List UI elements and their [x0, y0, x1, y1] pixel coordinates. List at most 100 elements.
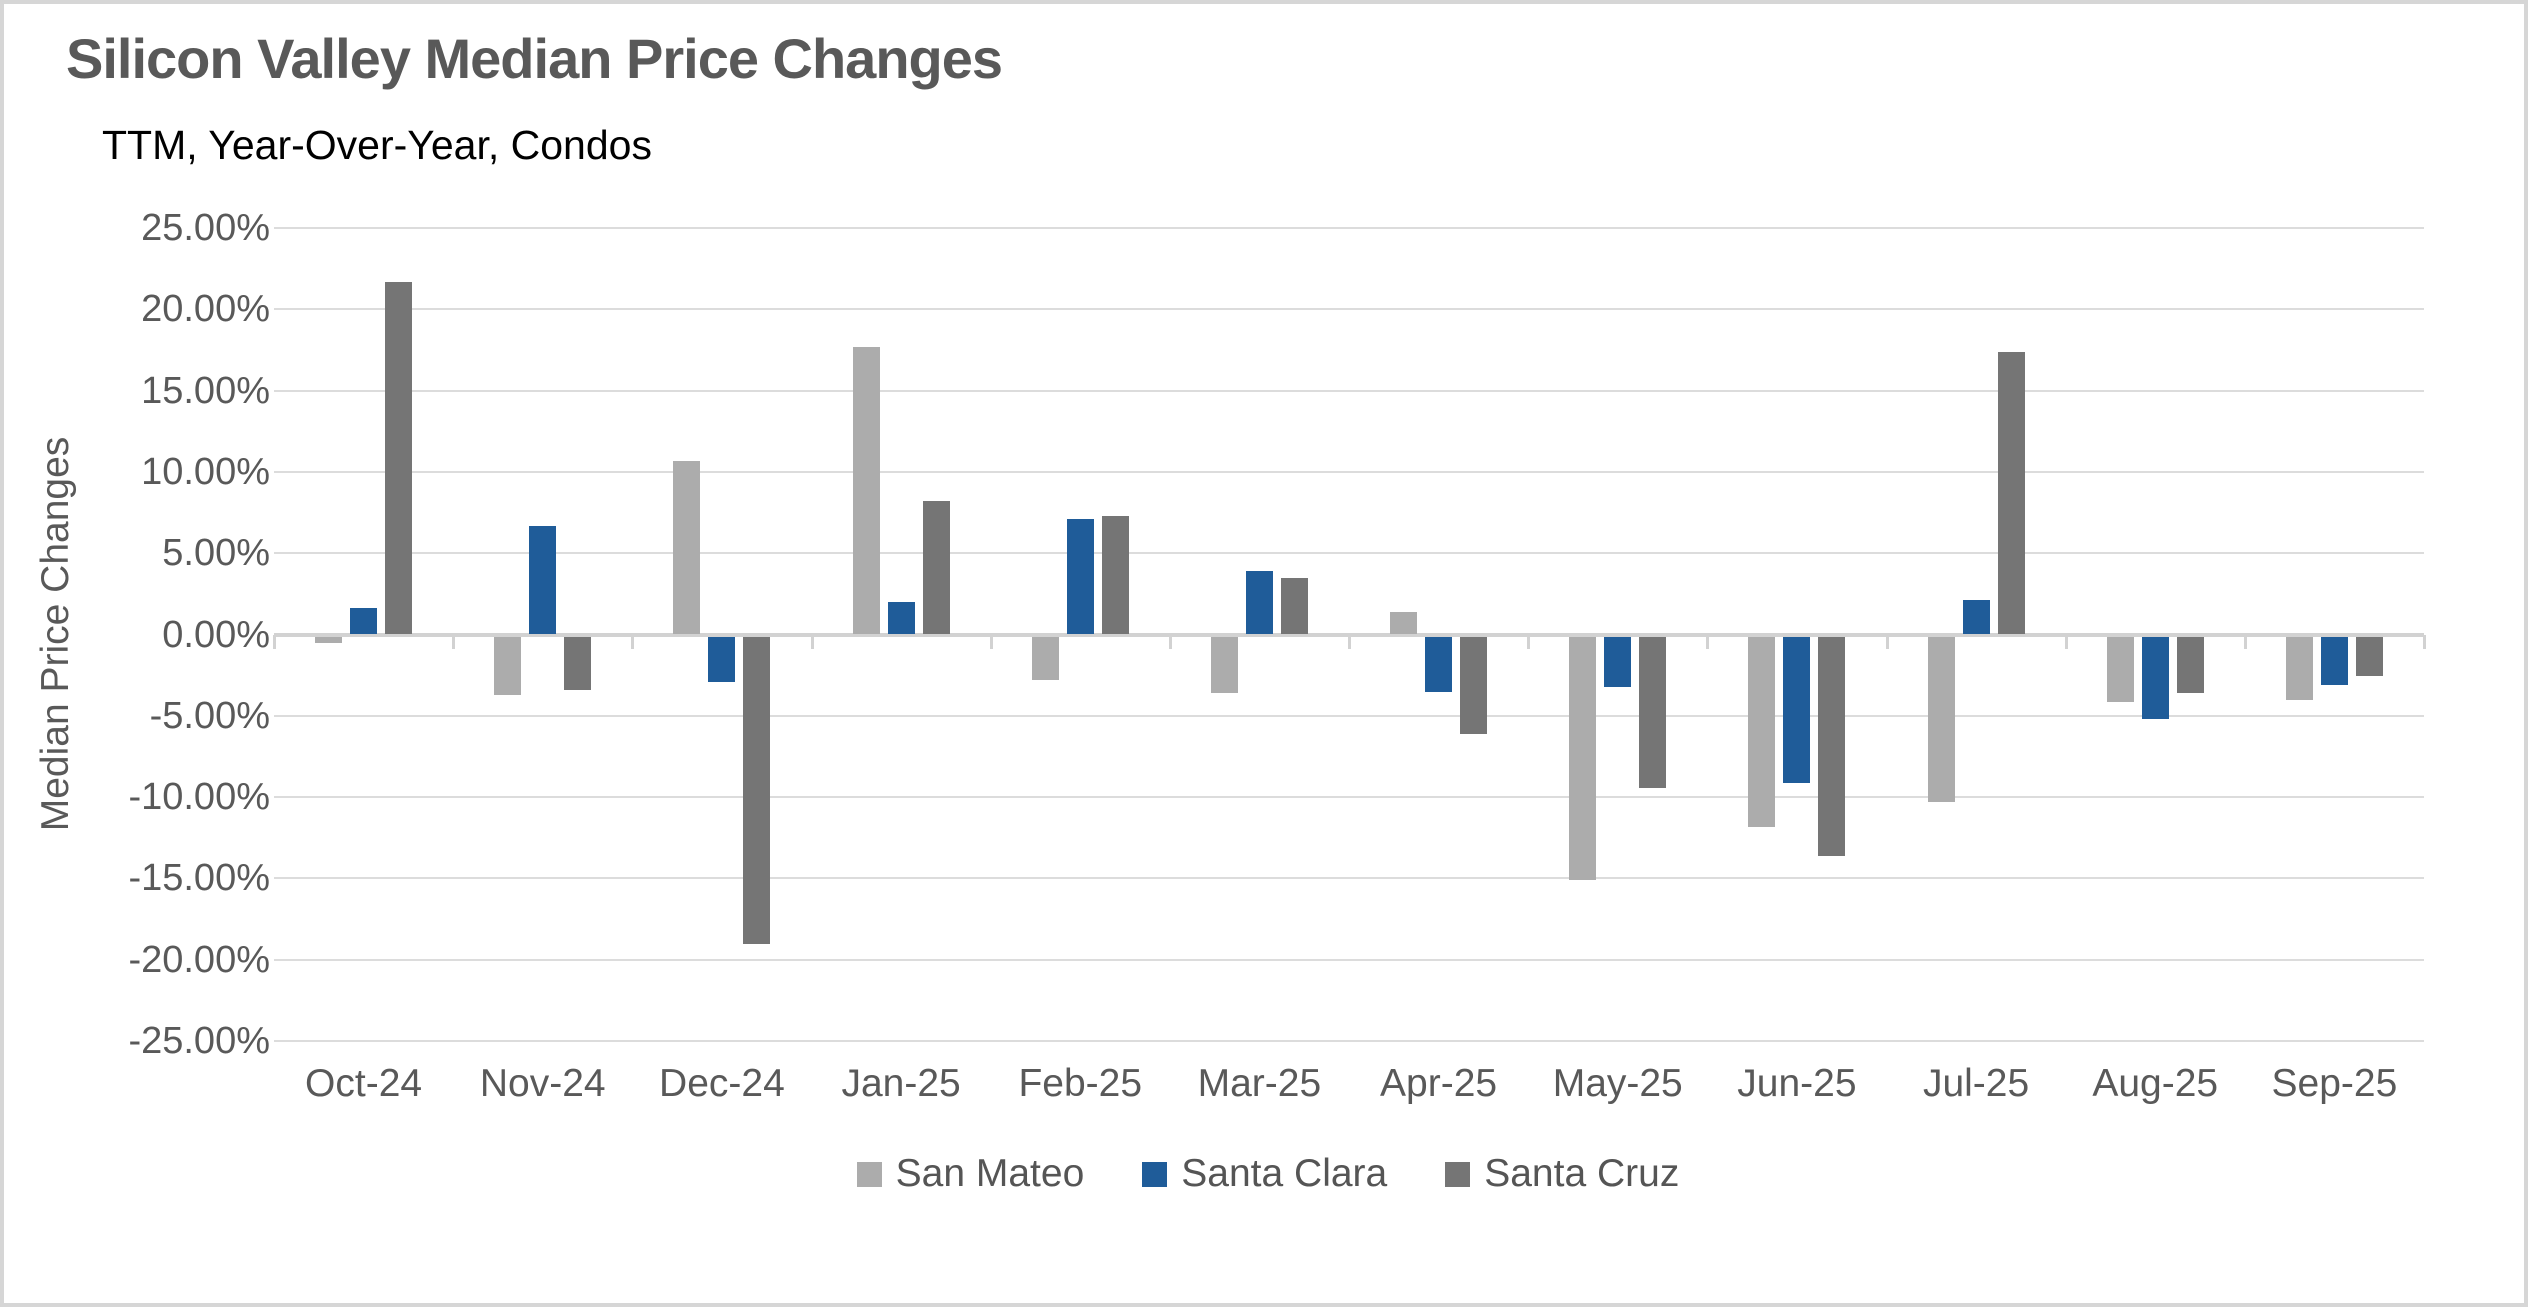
- category-group-mar-25: [1170, 228, 1349, 1041]
- x-axis-label: Aug-25: [2092, 1062, 2219, 1105]
- bar-santa-cruz-oct-24: [385, 281, 413, 635]
- gridline: [274, 714, 2424, 717]
- bar-san-mateo-nov-24: [494, 636, 522, 696]
- x-axis-tick: [810, 634, 814, 649]
- x-axis-label: Jul-25: [1922, 1062, 2030, 1105]
- bar-santa-clara-feb-25: [1066, 519, 1094, 635]
- bar-santa-cruz-sep-25: [2355, 636, 2383, 676]
- gridline: [274, 877, 2424, 880]
- bar-santa-clara-mar-25: [1245, 571, 1273, 635]
- x-axis-labels: Oct-24 Nov-24 Dec-24 Jan-25 Feb-25 Mar-25 Apr-…: [274, 1062, 2424, 1112]
- bar-santa-cruz-jan-25: [922, 501, 950, 635]
- bar-san-mateo-apr-25: [1390, 611, 1418, 635]
- gridline: [274, 470, 2424, 473]
- bar-santa-cruz-dec-24: [743, 636, 771, 944]
- x-axis-tick: [631, 634, 635, 649]
- category-group-may-25: [1528, 228, 1707, 1041]
- bar-san-mateo-dec-24: [673, 460, 701, 635]
- bar-san-mateo-sep-25: [2285, 636, 2313, 700]
- legend-item-santa-cruz: Santa Cruz: [1445, 1152, 1679, 1196]
- legend-label: Santa Cruz: [1484, 1152, 1680, 1195]
- x-axis-label: Dec-24: [659, 1062, 785, 1105]
- x-axis-label: Mar-25: [1197, 1062, 1322, 1105]
- x-axis-tick: [2243, 634, 2247, 649]
- y-tick-label: 15.00%: [141, 369, 270, 412]
- x-axis-tick: [2064, 634, 2068, 649]
- x-axis-tick: [2423, 634, 2426, 649]
- gridline: [274, 796, 2424, 799]
- legend-label: Santa Clara: [1181, 1152, 1388, 1195]
- bar-santa-cruz-mar-25: [1280, 577, 1308, 635]
- x-axis-label: Sep-25: [2271, 1062, 2398, 1105]
- bar-san-mateo-jul-25: [1927, 636, 1955, 803]
- y-tick-label: 20.00%: [141, 288, 270, 331]
- bar-santa-cruz-apr-25: [1460, 636, 1488, 735]
- chart-subtitle: TTM, Year-Over-Year, Condos: [102, 122, 652, 168]
- gridline: [274, 552, 2424, 555]
- category-group-jul-25: [1887, 228, 2066, 1041]
- y-axis-title: Median Price Changes: [34, 436, 77, 832]
- legend-label: San Mateo: [895, 1152, 1085, 1195]
- x-axis-tick: [1168, 634, 1172, 649]
- bar-santa-cruz-jul-25: [1997, 351, 2025, 635]
- legend-swatch-santa-cruz: [1445, 1161, 1471, 1187]
- x-axis-tick: [273, 634, 276, 649]
- legend-item-santa-clara: Santa Clara: [1142, 1152, 1387, 1196]
- gridline: [274, 389, 2424, 392]
- y-tick-label: -25.00%: [128, 1020, 270, 1062]
- legend: San Mateo Santa Clara Santa Cruz: [4, 1144, 2524, 1204]
- bar-santa-clara-dec-24: [708, 636, 736, 683]
- x-axis-tick: [1527, 634, 1531, 649]
- bar-santa-clara-jan-25: [887, 601, 915, 635]
- y-tick-label: 0.00%: [162, 613, 270, 656]
- x-axis-label: May-25: [1552, 1062, 1683, 1105]
- bar-santa-clara-jul-25: [1962, 600, 1990, 635]
- gridline: [274, 308, 2424, 311]
- bar-santa-clara-may-25: [1604, 636, 1632, 687]
- gridline: [274, 227, 2424, 229]
- category-group-oct-24: [274, 228, 453, 1041]
- bar-santa-clara-jun-25: [1783, 636, 1811, 783]
- bar-santa-cruz-may-25: [1639, 636, 1667, 788]
- bar-san-mateo-feb-25: [1031, 636, 1059, 681]
- gridline: [274, 1040, 2424, 1042]
- category-group-nov-24: [453, 228, 632, 1041]
- x-axis-label: Nov-24: [479, 1062, 606, 1105]
- legend-swatch-san-mateo: [856, 1161, 882, 1187]
- x-axis-tick: [1348, 634, 1351, 649]
- bar-san-mateo-mar-25: [1210, 636, 1238, 694]
- y-tick-label: -10.00%: [128, 776, 270, 819]
- y-axis-tick-labels: 25.00% 20.00% 15.00% 10.00% 5.00% 0.00% -5.00%…: [74, 207, 270, 1062]
- x-axis-label: Oct-24: [305, 1062, 423, 1105]
- x-axis-label: Jan-25: [841, 1062, 961, 1105]
- y-tick-label: -15.00%: [128, 857, 270, 900]
- x-axis-label: Jun-25: [1737, 1062, 1857, 1105]
- category-group-dec-24: [632, 228, 811, 1041]
- category-group-sep-25: [2245, 228, 2424, 1041]
- plot-area: [273, 227, 2426, 1042]
- category-group-feb-25: [991, 228, 1170, 1041]
- bar-san-mateo-aug-25: [2106, 636, 2134, 702]
- bar-santa-clara-apr-25: [1425, 636, 1453, 692]
- bar-santa-cruz-jun-25: [1818, 636, 1846, 856]
- legend-item-san-mateo: San Mateo: [856, 1152, 1085, 1196]
- y-tick-label: -5.00%: [149, 694, 270, 737]
- y-tick-label: 5.00%: [162, 532, 270, 575]
- gridline: [274, 958, 2424, 961]
- bar-san-mateo-jan-25: [852, 346, 880, 635]
- bar-san-mateo-jun-25: [1748, 636, 1776, 827]
- legend-swatch-santa-clara: [1142, 1161, 1168, 1187]
- bar-santa-clara-sep-25: [2320, 636, 2348, 686]
- x-axis-label: Feb-25: [1018, 1062, 1143, 1105]
- bar-santa-clara-oct-24: [350, 608, 378, 635]
- category-group-jan-25: [812, 228, 991, 1041]
- y-tick-label: -20.00%: [128, 938, 270, 981]
- category-group-apr-25: [1349, 228, 1528, 1041]
- x-axis-tick: [1706, 634, 1710, 649]
- bar-santa-cruz-nov-24: [564, 636, 592, 691]
- category-group-aug-25: [2066, 228, 2245, 1041]
- x-axis-label: Apr-25: [1380, 1062, 1498, 1105]
- chart-title: Silicon Valley Median Price Changes: [66, 27, 1003, 90]
- bar-san-mateo-oct-24: [315, 636, 343, 643]
